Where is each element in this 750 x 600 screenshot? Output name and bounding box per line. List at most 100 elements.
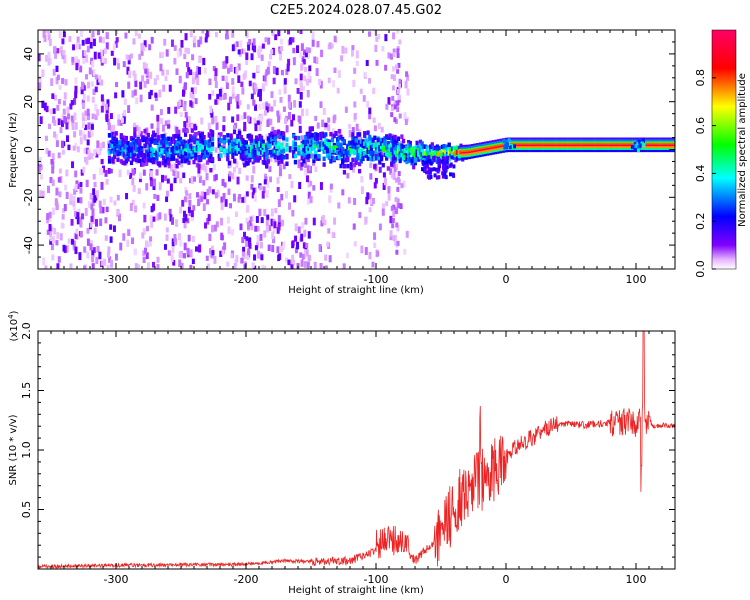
spectrogram-cell — [364, 216, 368, 224]
spectrogram-cell — [220, 202, 224, 211]
spectrogram-cell — [368, 207, 372, 213]
spectrogram-cell — [439, 152, 443, 158]
spectrogram-carrier-cell — [595, 139, 599, 142]
spectrogram-cell — [322, 142, 326, 147]
spectrogram-cell — [388, 143, 392, 149]
spectrogram-cell — [74, 183, 78, 191]
spectrogram-cell — [202, 134, 206, 140]
spectrogram-cell — [392, 172, 396, 180]
spectrogram-cell — [112, 225, 116, 232]
spectrogram-cell — [182, 172, 186, 179]
spectrogram-cell — [105, 206, 109, 213]
spectrogram-cell — [63, 92, 67, 100]
spectrogram-cell — [305, 78, 309, 86]
spectrogram-carrier-cell — [528, 149, 531, 153]
spectrogram-cell — [339, 143, 343, 149]
spectrogram-cell — [161, 69, 165, 76]
spectrogram-cell — [57, 152, 61, 159]
spectrogram-cell — [266, 143, 270, 148]
spectrogram-cell — [81, 130, 85, 139]
spectrogram-cell — [253, 117, 257, 125]
spectrogram-cell — [342, 139, 347, 144]
spectrogram-cell — [332, 128, 336, 135]
spectrogram-cell — [348, 123, 352, 129]
spectrogram-cell — [270, 218, 274, 227]
spectrogram-cell — [104, 235, 108, 241]
spectrogram-cell — [138, 53, 142, 60]
spectrogram-cell — [327, 124, 331, 131]
spectrogram-cell — [117, 119, 121, 126]
spectrogram-cell — [197, 198, 201, 207]
spectrogram-carrier-cell — [530, 141, 534, 144]
spectrogram-carrier-cell — [619, 139, 622, 142]
spectrogram-carrier-cell — [460, 155, 464, 158]
spectrogram-carrier-cell — [556, 146, 560, 149]
spectrogram-cell — [53, 120, 57, 126]
spectrogram-carrier-cell — [478, 154, 482, 158]
spectrogram-cell — [77, 44, 81, 50]
spectrogram-cell — [365, 132, 369, 139]
spectrogram-cell — [397, 94, 401, 100]
spectrogram-cell — [227, 68, 231, 74]
spectrogram-carrier-cell — [499, 149, 503, 152]
spectrogram-cell — [190, 146, 194, 152]
spectrogram-cell — [195, 146, 199, 152]
spectrogram-cell — [207, 122, 211, 130]
spectrogram-cell — [371, 153, 375, 158]
spectrogram-carrier-cell — [551, 144, 555, 147]
spectrogram-cell — [112, 43, 116, 50]
spectrogram-carrier-cell — [580, 144, 583, 147]
spectrogram-cell — [156, 74, 160, 81]
spectrogram-cell — [260, 254, 264, 261]
spectrogram-cell — [187, 160, 191, 165]
spectrogram-cell — [294, 223, 298, 232]
spectrogram-carrier-cell — [655, 137, 659, 140]
spectrogram-cell — [200, 138, 205, 144]
spectrogram-cell — [122, 233, 126, 241]
spectrogram-cell — [258, 103, 262, 110]
spectrogram-cell — [382, 172, 386, 178]
spectrogram-cell — [187, 139, 191, 144]
spectrogram-carrier-cell — [621, 149, 625, 153]
spectrogram-cell — [60, 222, 64, 229]
spectrogram-cell — [287, 30, 291, 35]
spectrogram-cell — [140, 150, 144, 156]
spectrogram-cell — [216, 99, 220, 105]
spectrogram-cell — [634, 144, 638, 149]
spectrogram-cell — [241, 145, 245, 150]
spectrogram-cell — [376, 147, 380, 152]
spectrogram-cell — [281, 135, 286, 141]
spectrogram-cell — [246, 161, 250, 166]
spectrogram-cell — [214, 81, 218, 89]
spectrogram-carrier-cell — [606, 142, 609, 146]
spectrogram-carrier-cell — [546, 139, 550, 142]
spectrogram-cell — [197, 147, 201, 153]
spectrogram-cell — [271, 134, 276, 139]
spectrogram-cell — [314, 136, 318, 141]
spectrogram-cell — [131, 139, 135, 145]
spectrogram-carrier-cell — [585, 146, 589, 149]
spectrogram-cell — [133, 142, 137, 148]
spectrogram-carrier-cell — [546, 137, 550, 140]
spectrogram-cell — [435, 159, 439, 164]
spectrogram-carrier-cell — [533, 142, 537, 146]
spectrogram-cell — [168, 141, 172, 146]
spectrogram-cell — [327, 228, 331, 234]
spectrogram-carrier-cell — [559, 148, 563, 151]
spectrogram-cell — [135, 97, 139, 105]
spectrogram-cell — [371, 156, 375, 162]
spectrogram-cell — [273, 133, 277, 139]
spectrogram-cell — [301, 222, 305, 229]
spectrogram-carrier-cell — [572, 137, 576, 140]
spectrogram-cell — [285, 68, 289, 76]
spectrogram-carrier-cell — [546, 144, 550, 147]
spectrogram-cell — [253, 254, 257, 261]
spectrogram-cell — [310, 135, 314, 140]
spectrogram-cell — [90, 34, 94, 42]
spectrogram-cell — [381, 162, 385, 168]
spectrogram-carrier-cell — [554, 144, 557, 147]
spectrogram-carrier-cell — [517, 137, 521, 140]
spectrogram-cell — [61, 214, 65, 220]
spectrogram-carrier-cell — [658, 139, 661, 142]
